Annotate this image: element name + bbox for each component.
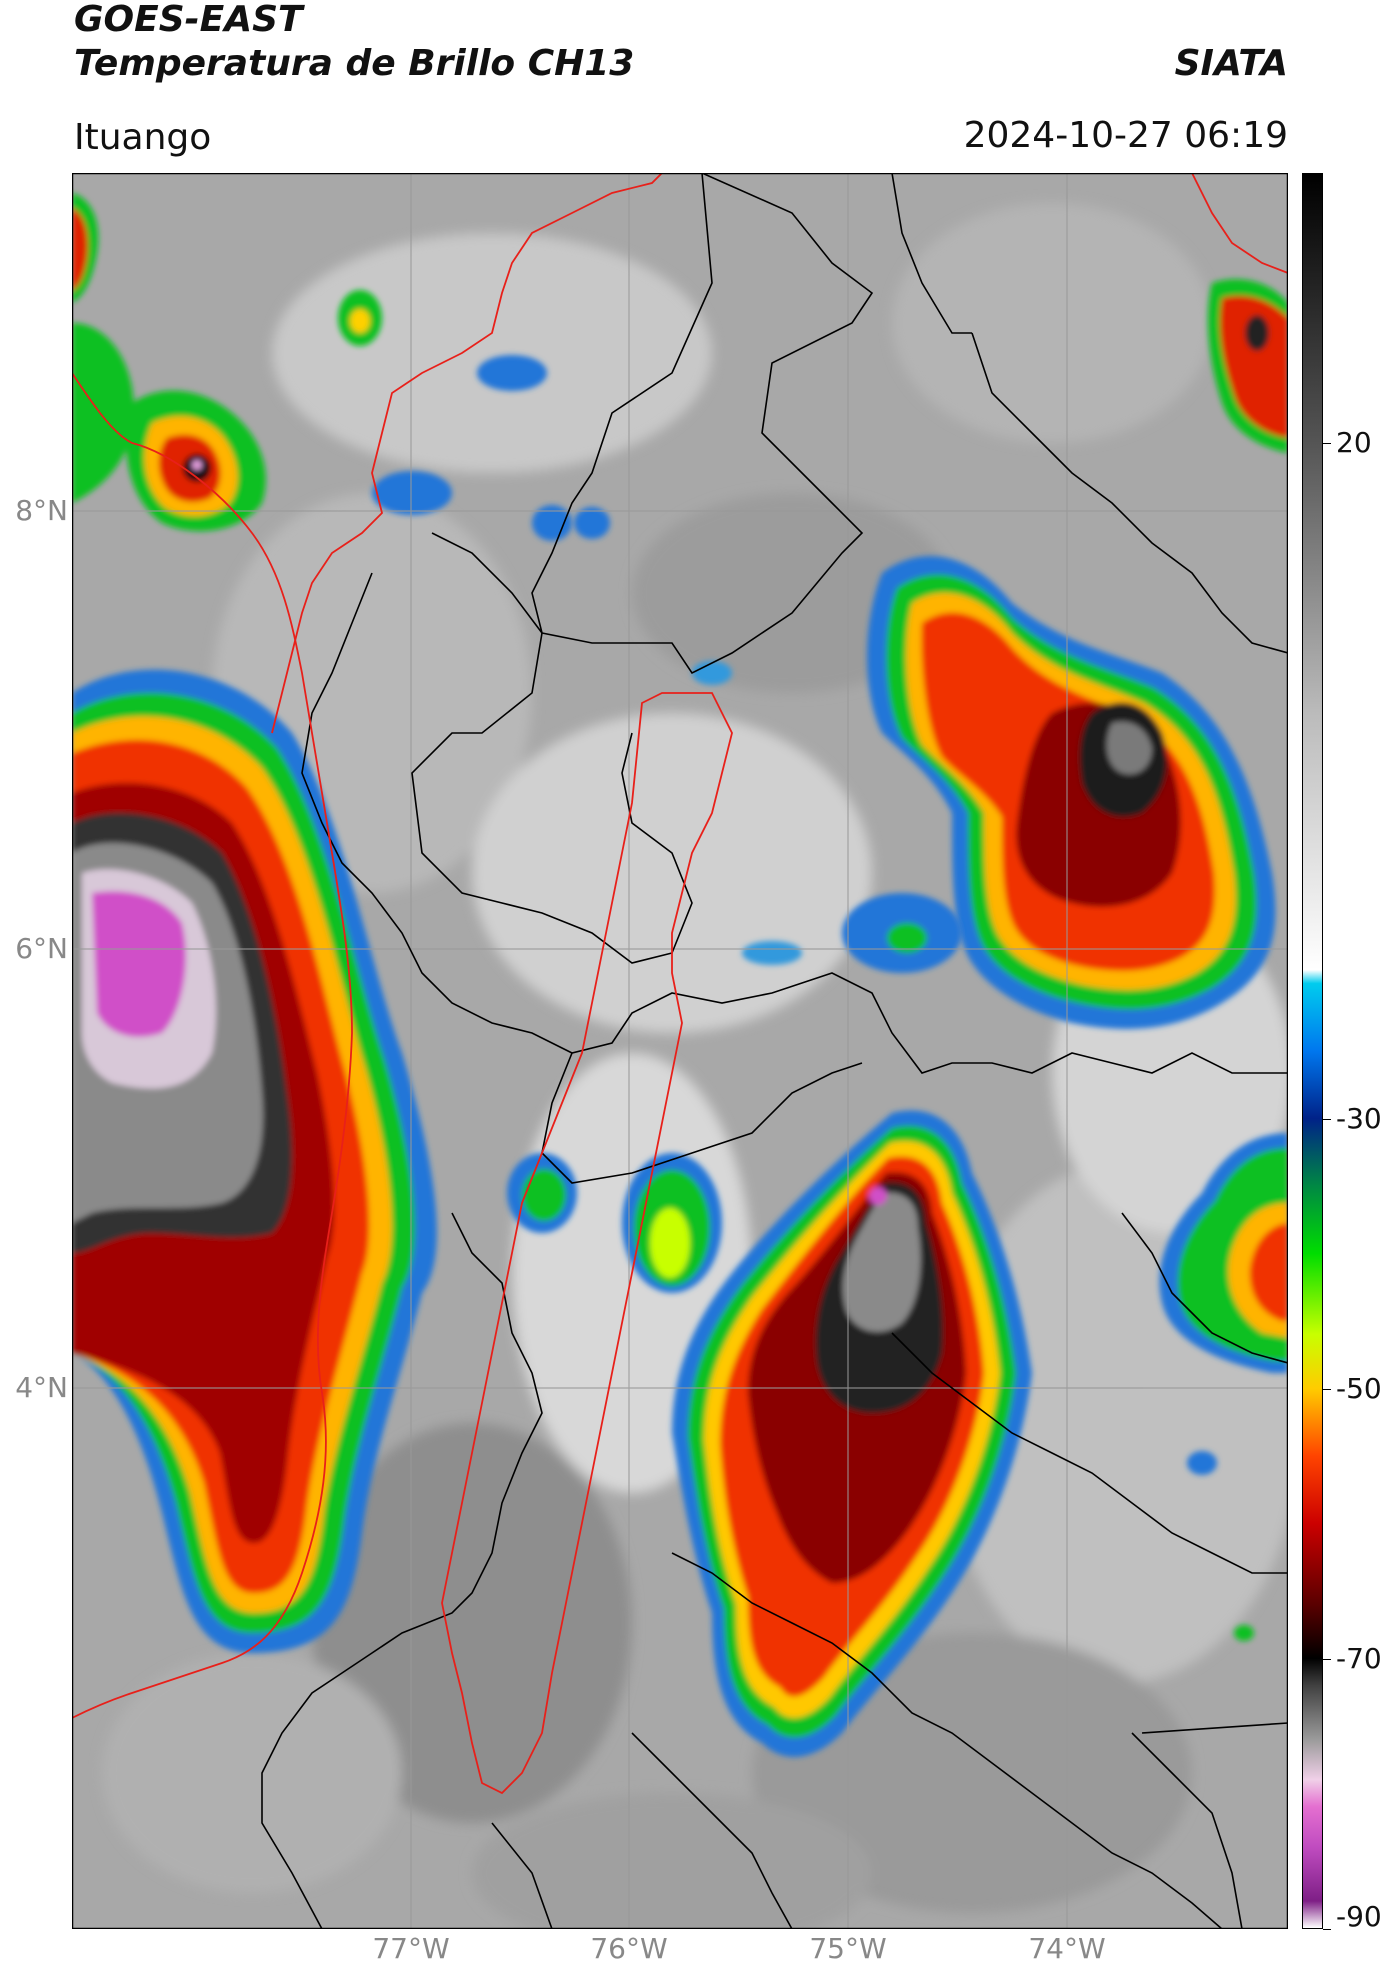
basin-and-coast-outline: [72, 173, 1288, 1795]
brightness-temperature-map[interactable]: [72, 173, 1288, 1929]
map-frame: [72, 173, 1288, 1929]
lon-label-76w: 76°W: [590, 1932, 668, 1965]
timestamp: 2024-10-27 06:19: [963, 115, 1288, 156]
colorbar-tick: [1323, 1118, 1331, 1120]
colorbar-tick-label: -70: [1336, 1641, 1382, 1675]
title-satellite: GOES-EAST: [74, 0, 303, 40]
lat-label-4n: 4°N: [15, 1371, 68, 1404]
lat-label-8n: 8°N: [15, 494, 68, 527]
colorbar-tick-label: -30: [1336, 1101, 1382, 1135]
colorbar-tick-label: -90: [1336, 1900, 1382, 1933]
lon-label-75w: 75°W: [809, 1932, 887, 1965]
lon-label-77w: 77°W: [372, 1932, 450, 1965]
colorbar-tick: [1323, 1658, 1331, 1660]
convective-cell-northeast-corner: [1207, 279, 1288, 453]
colorbar-tick-label: 20: [1336, 426, 1372, 460]
small-cells: [507, 507, 1254, 1641]
lon-label-74w: 74°W: [1028, 1932, 1106, 1965]
lat-label-6n: 6°N: [15, 932, 68, 965]
colorbar-tick: [1323, 443, 1331, 445]
map-panel[interactable]: [72, 173, 1288, 1929]
colorbar-tick-label: -50: [1336, 1371, 1382, 1405]
convective-cell-northwest: [72, 193, 572, 541]
region-label: Ituango: [74, 117, 212, 158]
convective-cell-west: [72, 669, 437, 1653]
title-product: Temperatura de Brillo CH13: [74, 43, 635, 84]
gridlines: [72, 173, 1288, 1929]
colorbar: [1302, 173, 1323, 1929]
convective-cell-northeast: [867, 556, 1276, 1029]
department-borders: [261, 173, 1288, 1929]
colorbar-tick: [1323, 1388, 1331, 1390]
colorbar-tick: [1323, 1929, 1331, 1930]
org-label: SIATA: [1174, 43, 1288, 84]
